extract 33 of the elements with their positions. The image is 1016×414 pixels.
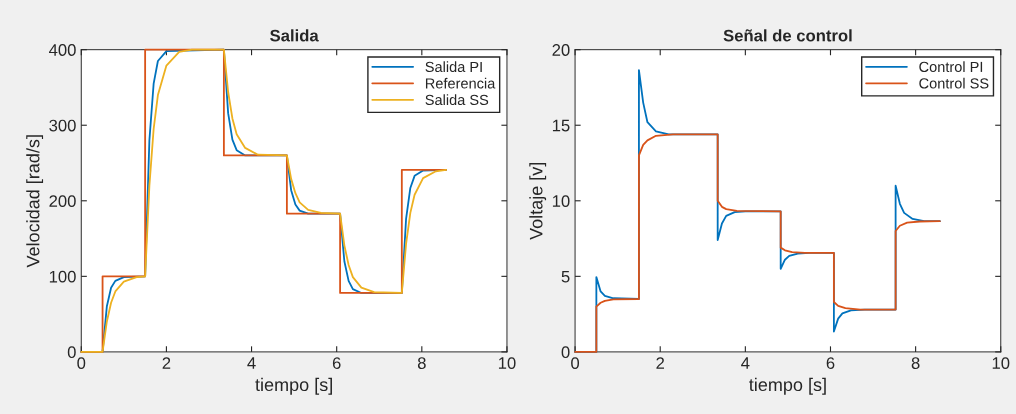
x-tick-label: 2 — [656, 357, 665, 369]
y-tick-label: 10 — [552, 195, 570, 207]
y-axis-title: Velocidad [rad/s] — [26, 135, 44, 268]
x-tick-label: 8 — [911, 357, 920, 369]
y-tick-label: 200 — [49, 195, 76, 207]
x-tick-label: 10 — [498, 357, 516, 369]
y-axis-title: Voltaje [v] — [529, 162, 547, 240]
x-tick-label: 10 — [992, 357, 1010, 369]
x-tick-label: 0 — [77, 357, 86, 369]
x-tick-label: 6 — [332, 357, 341, 369]
legend-label: Control PI — [919, 61, 983, 73]
y-tick-label: 100 — [49, 270, 76, 283]
legend-label: Referencia — [425, 77, 496, 89]
x-tick-label: 2 — [162, 357, 171, 369]
y-tick-label: 400 — [49, 44, 76, 56]
y-tick-label: 300 — [49, 119, 76, 132]
chart-title: Salida — [270, 29, 319, 42]
x-tick-label: 8 — [417, 357, 426, 369]
y-tick-label: 20 — [552, 44, 570, 56]
x-axis-title: tiempo [s] — [255, 377, 332, 395]
legend-label: Control SS — [919, 77, 989, 89]
y-tick-label: 0 — [67, 346, 76, 359]
x-tick-label: 0 — [571, 357, 580, 369]
y-tick-label: 0 — [561, 346, 570, 359]
y-tick-label: 5 — [561, 270, 570, 283]
y-tick-label: 15 — [552, 119, 570, 132]
legend-label: Salida PI — [425, 61, 482, 73]
legend-label: Salida SS — [425, 94, 489, 106]
chart-title: Señal de control — [723, 29, 852, 42]
x-tick-label: 4 — [741, 357, 750, 369]
x-tick-label: 4 — [247, 357, 256, 369]
x-axis-title: tiempo [s] — [749, 377, 826, 395]
x-tick-label: 6 — [826, 357, 835, 369]
